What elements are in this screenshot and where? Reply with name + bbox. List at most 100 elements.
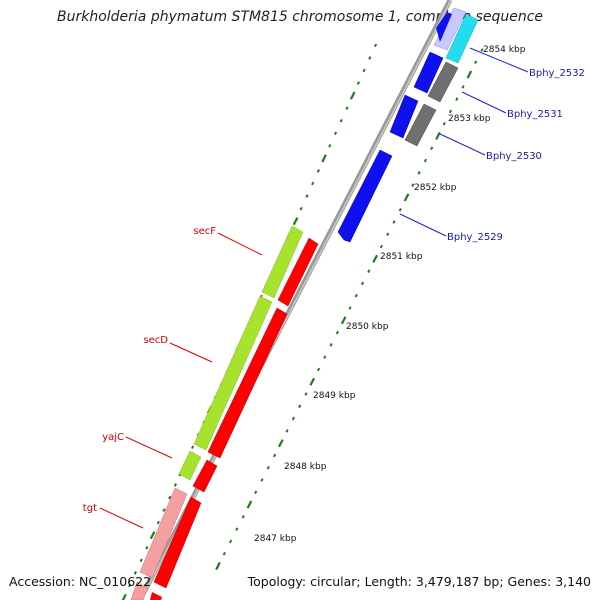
outer-minor-tick: [299, 206, 303, 211]
gene-partial-outer[interactable]: [130, 581, 149, 600]
tick-labels: 2854 kbp 2853 kbp 2852 kbp 2851 kbp 2850…: [254, 45, 526, 544]
outer-minor-tick: [191, 445, 195, 450]
gene-yajC-outer[interactable]: [178, 450, 202, 481]
tick-label-2847: 2847 kbp: [254, 534, 297, 544]
tick-label-2849: 2849 kbp: [313, 391, 356, 401]
tick-label-2853: 2853 kbp: [448, 114, 491, 124]
inner-minor-tick: [480, 48, 484, 52]
outer-minor-tick: [139, 558, 143, 563]
tick-label-2850: 2850 kbp: [346, 322, 389, 332]
outer-minor-tick: [356, 81, 360, 85]
label-leaders: [99, 47, 529, 529]
outer-minor-tick: [173, 483, 178, 487]
gene-Bphy_2530-grey[interactable]: [404, 103, 437, 147]
gene-label-Bphy_2531[interactable]: Bphy_2531: [507, 109, 563, 120]
outer-minor-tick: [128, 583, 132, 588]
gene-label-secF[interactable]: secF: [193, 226, 216, 237]
outer-minor-tick: [333, 131, 338, 136]
gene-labels: secF secD yajC tgt Bphy_2529 Bphy_2530 B…: [83, 68, 585, 514]
inner-minor-tick: [417, 171, 421, 175]
outer-minor-tick: [345, 106, 349, 110]
tick-label-2852: 2852 kbp: [414, 183, 457, 193]
inner-major-tick: [340, 316, 347, 325]
tick-label-2848: 2848 kbp: [284, 462, 327, 472]
inner-minor-tick: [329, 343, 333, 347]
inner-minor-tick: [461, 85, 465, 89]
gene-Bphy_2532-top[interactable]: [436, 12, 452, 42]
inner-minor-tick: [442, 121, 446, 126]
gene-Bphy_2531-blue[interactable]: [413, 51, 444, 94]
inner-minor-tick: [367, 269, 371, 273]
gene-label-Bphy_2529[interactable]: Bphy_2529: [447, 232, 503, 243]
inner-minor-tick: [316, 367, 321, 372]
inner-minor-tick: [323, 355, 327, 359]
outer-minor-tick: [133, 571, 137, 575]
tick-label-2851: 2851 kbp: [380, 252, 423, 262]
inner-major-tick: [466, 70, 473, 79]
accession-text: Accession: NC_010622: [9, 574, 152, 589]
inner-minor-tick: [455, 97, 459, 101]
inner-minor-tick: [360, 281, 365, 286]
inner-tick-ruler: [215, 48, 484, 571]
inner-minor-tick: [260, 478, 264, 482]
inner-major-tick: [435, 131, 441, 141]
gene-tgt-inner[interactable]: [153, 496, 202, 589]
gene-secF-outer[interactable]: [261, 225, 304, 299]
outer-major-tick: [121, 593, 127, 600]
inner-minor-tick: [222, 551, 226, 556]
gene-secF-inner[interactable]: [277, 237, 319, 307]
inner-minor-tick: [474, 60, 478, 65]
inner-minor-tick: [392, 220, 396, 224]
gene-secD-inner[interactable]: [207, 307, 288, 459]
inner-major-tick: [246, 500, 253, 509]
gene-secD-outer[interactable]: [193, 295, 273, 451]
forward-genes: [130, 225, 319, 600]
inner-minor-tick: [291, 416, 295, 421]
inner-minor-tick: [398, 207, 402, 212]
gene-label-Bphy_2530[interactable]: Bphy_2530: [486, 151, 542, 162]
inner-minor-tick: [273, 453, 277, 458]
inner-major-tick: [372, 254, 378, 263]
outer-minor-tick: [168, 495, 172, 500]
outer-major-tick: [321, 154, 327, 163]
inner-minor-tick: [304, 392, 308, 396]
inner-minor-tick: [448, 109, 453, 114]
inner-minor-tick: [379, 244, 383, 249]
inner-minor-tick: [241, 515, 245, 519]
outer-minor-tick: [311, 181, 315, 186]
gene-label-Bphy_2532[interactable]: Bphy_2532: [529, 68, 585, 79]
gene-tgt-outer[interactable]: [139, 487, 188, 579]
outer-minor-tick: [368, 56, 372, 60]
reverse-genes: [337, 7, 479, 243]
sequence-stats: Topology: circular; Length: 3,479,187 bp…: [247, 574, 591, 589]
inner-minor-tick: [254, 490, 258, 495]
gene-partial-inner[interactable]: [150, 592, 162, 600]
inner-minor-tick: [430, 146, 434, 151]
gene-Bphy_2531-grey[interactable]: [427, 61, 459, 103]
outer-minor-tick: [162, 508, 166, 512]
inner-minor-tick: [386, 232, 390, 237]
outer-minor-tick: [362, 68, 366, 73]
gene-label-tgt[interactable]: tgt: [83, 503, 97, 514]
gene-label-secD[interactable]: secD: [143, 335, 168, 346]
tick-label-2854: 2854 kbp: [483, 45, 526, 55]
inner-minor-tick: [235, 527, 239, 531]
inner-minor-tick: [411, 183, 415, 187]
gene-Bphy_2532-cyan[interactable]: [445, 13, 479, 64]
inner-minor-tick: [423, 158, 427, 163]
outer-minor-tick: [339, 118, 343, 123]
outer-minor-tick: [316, 169, 320, 173]
outer-minor-tick: [373, 43, 378, 48]
outer-major-tick: [349, 91, 356, 100]
outer-major-tick: [292, 217, 299, 226]
inner-minor-tick: [285, 429, 289, 433]
gene-Bphy_2530-blue[interactable]: [389, 94, 419, 139]
inner-major-tick: [278, 439, 284, 448]
gene-label-yajC[interactable]: yajC: [102, 432, 124, 443]
gene-Bphy_2529[interactable]: [337, 149, 393, 243]
gene-yajC-inner[interactable]: [192, 459, 218, 493]
inner-minor-tick: [335, 330, 339, 335]
inner-major-tick: [309, 377, 316, 386]
inner-minor-tick: [348, 306, 352, 310]
